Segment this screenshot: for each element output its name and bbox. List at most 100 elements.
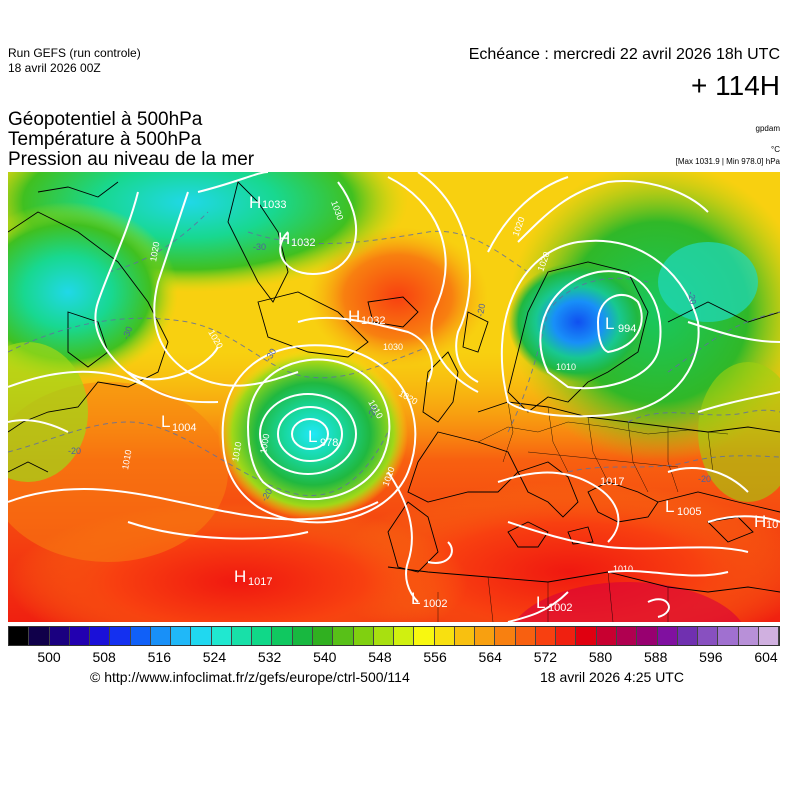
colorbar-tick-label: 580 <box>588 649 613 665</box>
isotherm-label: -20 <box>68 446 81 456</box>
colorbar-swatch <box>718 627 739 645</box>
isotherm-label: -20 <box>365 404 379 420</box>
colorbar-swatch <box>758 627 780 645</box>
svg-text:1002: 1002 <box>548 602 572 614</box>
svg-text:H: H <box>348 307 360 326</box>
pressure-center: H 1017 <box>234 567 272 588</box>
colorbar-swatch <box>576 627 597 645</box>
pressure-center: 1017 <box>600 476 624 488</box>
colorbar-tick-label: 524 <box>202 649 227 665</box>
colorbar-swatch <box>475 627 496 645</box>
svg-text:L: L <box>536 593 545 612</box>
pressure-center: L 1002 <box>411 589 447 610</box>
svg-text:H: H <box>278 229 290 248</box>
svg-text:1002: 1002 <box>423 598 447 610</box>
colorbar-swatch <box>454 627 476 645</box>
pressure-center: H 1033 <box>249 193 286 212</box>
colorbar-tick-label: 532 <box>257 649 282 665</box>
weather-map: 1030 1020 1020 1030 1020 1020 1020 1010 … <box>8 172 780 622</box>
svg-text:1017: 1017 <box>248 576 272 588</box>
svg-text:1017: 1017 <box>600 476 624 488</box>
svg-text:978: 978 <box>320 437 338 449</box>
svg-text:1005: 1005 <box>677 506 701 518</box>
pressure-center: L 978 <box>308 427 338 449</box>
colorbar-swatch <box>312 627 334 645</box>
svg-text:L: L <box>308 427 317 446</box>
colorbar-tick-label: 556 <box>423 649 447 665</box>
colorbar-swatch <box>657 627 678 645</box>
svg-text:L: L <box>161 412 170 431</box>
colorbar-tick-label: 548 <box>368 649 392 665</box>
colorbar-tick-label: 500 <box>37 649 61 665</box>
run-title: Run GEFS (run controle) <box>8 46 141 60</box>
issued-time: 18 avril 2026 4:25 UTC <box>540 669 684 685</box>
svg-text:H: H <box>234 567 246 586</box>
isotherm-label: -30 <box>253 242 266 252</box>
isotherm-label: -20 <box>475 303 487 318</box>
colorbar-swatch <box>394 627 415 645</box>
colorbar-swatch <box>150 627 172 645</box>
colorbar-swatch <box>738 627 759 645</box>
colorbar-swatch <box>110 627 131 645</box>
colorbar-tick-label: 540 <box>313 649 337 665</box>
svg-text:1032: 1032 <box>291 237 315 249</box>
field-temperature: Température à 500hPa <box>8 129 202 150</box>
isobar-label: 1010 <box>120 449 133 470</box>
colorbar-swatch <box>191 627 212 645</box>
colorbar-swatch <box>495 627 516 645</box>
colorbar-swatch <box>9 627 30 645</box>
colorbar-swatch <box>90 627 111 645</box>
svg-text:L: L <box>411 589 420 608</box>
colorbar-swatch <box>535 627 557 645</box>
svg-text:L: L <box>605 314 614 333</box>
colorbar <box>8 626 780 646</box>
pressure-center: L 1005 <box>665 497 701 518</box>
colorbar-tick-label: 596 <box>699 649 723 665</box>
colorbar-tick-label: 508 <box>92 649 116 665</box>
colorbar-swatch <box>29 627 50 645</box>
colorbar-swatch <box>171 627 192 645</box>
svg-text:1032: 1032 <box>361 315 385 327</box>
unit-pressure: [Max 1031.9 | Min 978.0] hPa <box>675 157 780 166</box>
field-pressure: Pression au niveau de la mer <box>8 149 255 170</box>
unit-geopotential: gpdam <box>755 124 780 133</box>
field-geopotential: Géopotentiel à 500hPa <box>8 109 203 130</box>
isobar-label: 1000 <box>258 433 271 454</box>
colorbar-swatch <box>596 627 617 645</box>
isobar-label: 1030 <box>383 342 403 352</box>
isobar-label: 1020 <box>148 241 161 262</box>
colorbar-swatch <box>333 627 354 645</box>
colorbar-swatch <box>637 627 658 645</box>
svg-text:H: H <box>754 512 766 531</box>
colorbar-swatch <box>292 627 313 645</box>
isotherm-label: -20 <box>698 474 711 484</box>
colorbar-swatch <box>211 627 232 645</box>
pressure-center: H 10 <box>754 512 778 531</box>
isobar-label: 1010 <box>613 564 633 574</box>
colorbar-swatch <box>515 627 536 645</box>
isotherm-label: -30 <box>120 325 134 341</box>
isobar-label: 1010 <box>556 362 576 372</box>
pressure-center: L 1004 <box>161 412 196 434</box>
colorbar-tick-label: 516 <box>147 649 171 665</box>
unit-temperature: °C <box>771 145 780 154</box>
colorbar-swatch <box>556 627 577 645</box>
forecast-valid-time: Echéance : mercredi 22 avril 2026 18h UT… <box>468 46 780 63</box>
colorbar-swatch <box>616 627 638 645</box>
colorbar-swatch <box>414 627 435 645</box>
pressure-center: L 1002 <box>536 593 572 614</box>
colorbar-swatch <box>272 627 293 645</box>
isotherm-label: -20 <box>686 291 698 306</box>
colorbar-swatch <box>130 627 151 645</box>
colorbar-tick-label: 588 <box>644 649 668 665</box>
colorbar-tick-label: 564 <box>478 649 502 665</box>
colorbar-tick-label: 604 <box>754 649 778 665</box>
colorbar-swatch <box>677 627 699 645</box>
colorbar-swatch <box>252 627 273 645</box>
colorbar-swatch <box>49 627 70 645</box>
svg-text:L: L <box>665 497 674 516</box>
colorbar-swatch <box>69 627 91 645</box>
colorbar-swatch <box>698 627 719 645</box>
colorbar-swatch <box>231 627 253 645</box>
colorbar-swatch <box>434 627 455 645</box>
